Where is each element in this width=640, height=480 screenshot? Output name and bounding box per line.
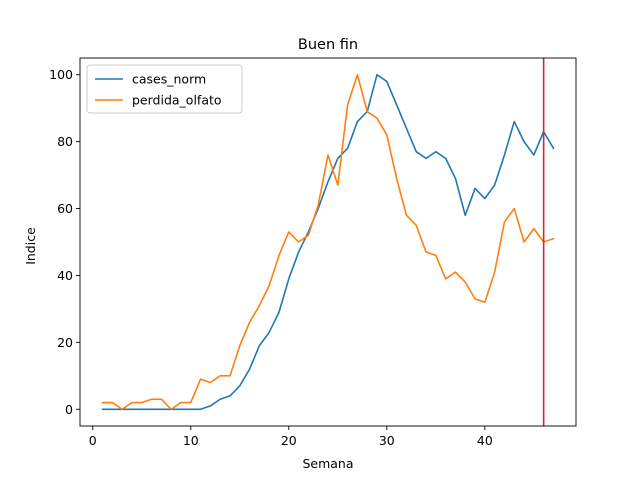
series-line-cases_norm [101,73,555,411]
x-tick-label: 0 [89,433,97,448]
x-tick-label: 30 [379,433,395,448]
x-tick-label: 20 [281,433,297,448]
axes-frame [79,57,577,427]
legend-box [86,64,243,114]
x-tick-label: 10 [183,433,199,448]
x-axis-label: Semana [302,456,353,471]
legend: cases_norm perdida_olfato [86,64,243,114]
y-tick-label: 20 [57,335,73,350]
legend-label-cases_norm: cases_norm [132,72,206,87]
axis-ticks: 0 10 20 30 40 0 20 40 60 80 100 [49,67,493,448]
y-axis-label: Indice [23,227,38,265]
y-tick-label: 40 [57,268,73,283]
chart-title: Buen fin [298,37,358,53]
x-tick-label: 40 [477,433,493,448]
y-tick-label: 60 [57,201,73,216]
series-line-perdida_olfato [101,73,555,411]
y-tick-label: 80 [57,134,73,149]
plot-area [79,57,577,427]
y-tick-label: 100 [49,67,73,82]
legend-label-perdida_olfato: perdida_olfato [132,93,222,108]
y-tick-label: 0 [65,402,73,417]
